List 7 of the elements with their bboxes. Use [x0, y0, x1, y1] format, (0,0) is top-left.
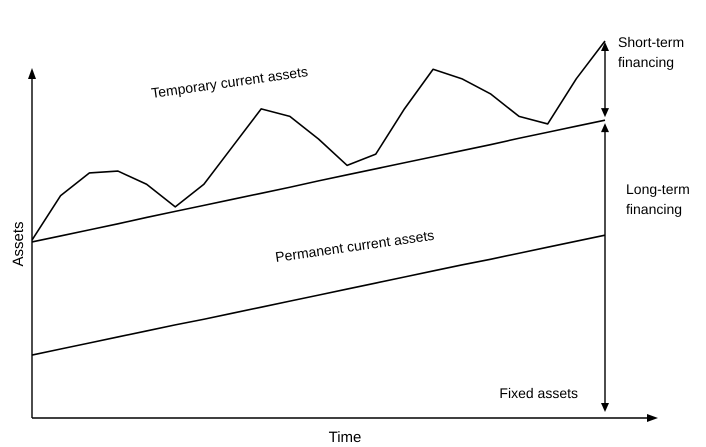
annotation: Long-term financing: [626, 181, 690, 217]
x-axis-title: Time: [328, 429, 362, 446]
annotation: Temporary current assets: [150, 63, 309, 101]
annotation: Permanent current assets: [274, 226, 436, 265]
annotation: Fixed assets: [499, 385, 578, 401]
y-axis-title: Assets: [10, 221, 27, 267]
annotation: Short-term financing: [618, 34, 684, 70]
